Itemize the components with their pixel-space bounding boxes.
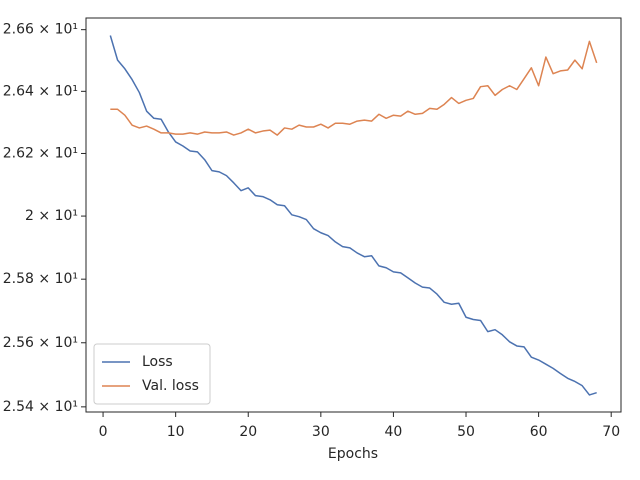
legend: Loss Val. loss bbox=[93, 343, 211, 405]
legend-box bbox=[93, 343, 211, 405]
y-tick-label: 2 × 10¹ bbox=[25, 208, 78, 224]
x-tick-label: 10 bbox=[167, 424, 185, 440]
x-tick-label: 30 bbox=[312, 424, 330, 440]
line-series bbox=[110, 40, 598, 136]
y-tick-label: 2.64 × 10¹ bbox=[3, 83, 78, 99]
x-tick-label: 50 bbox=[457, 424, 475, 440]
y-tick-label: 2.58 × 10¹ bbox=[3, 271, 78, 287]
y-tick-label: 2.56 × 10¹ bbox=[3, 335, 78, 351]
x-tick-label: 40 bbox=[385, 424, 403, 440]
y-tick-label: 2.62 × 10¹ bbox=[3, 145, 78, 161]
y-tick-label: 2.66 × 10¹ bbox=[3, 22, 78, 38]
legend-label: Loss bbox=[142, 354, 173, 370]
x-tick-label: 60 bbox=[530, 424, 548, 440]
y-tick-label: 2.54 × 10¹ bbox=[3, 399, 78, 415]
x-tick-label: 70 bbox=[602, 424, 620, 440]
line-series bbox=[109, 35, 597, 396]
x-tick-label: 20 bbox=[239, 424, 257, 440]
x-tick-label: 0 bbox=[99, 424, 108, 440]
x-axis-label: Epochs bbox=[328, 446, 378, 462]
plot-frame bbox=[85, 17, 622, 413]
legend-label: Val. loss bbox=[142, 378, 199, 394]
